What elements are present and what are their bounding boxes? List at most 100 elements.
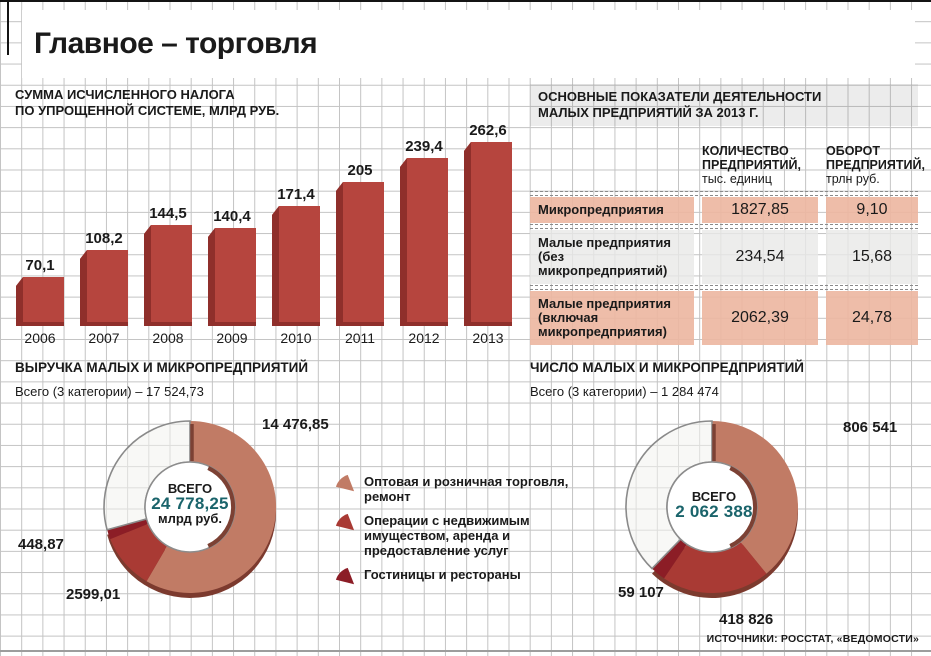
category-legend: Оптовая и розничная торговля, ремонт Опер… [334, 474, 602, 587]
bar-column: 262,6 [464, 122, 512, 326]
count-center-value: 2 062 388 [675, 502, 753, 521]
bar-value-label: 140,4 [213, 208, 251, 225]
bar [272, 206, 320, 326]
table-header-quantity-title: КОЛИЧЕСТВО ПРЕДПРИЯТИЙ, [702, 144, 801, 172]
bar [144, 225, 192, 326]
page-title: Главное – торговля [34, 27, 318, 60]
bar-value-label: 205 [347, 162, 373, 179]
bar [208, 228, 256, 326]
legend-wedge-icon [335, 513, 355, 531]
bar-column: 205 [336, 162, 384, 326]
table-header-quantity: КОЛИЧЕСТВО ПРЕДПРИЯТИЙ, тыс. единиц [702, 144, 818, 186]
top-rule [0, 0, 931, 2]
revenue-chart-subtitle: Всего (3 категории) – 17 524,73 [15, 384, 204, 399]
donut-inner-shade [729, 466, 758, 548]
row-value: 9,10 [826, 197, 918, 223]
bar-year-label: 2008 [152, 330, 184, 346]
donut-inner-shade [207, 466, 236, 548]
row-value: 2062,39 [702, 291, 818, 345]
bar-column: 108,2 [80, 230, 128, 326]
indicators-table-rows: Микропредприятия 1827,85 9,10 Малые предпри… [530, 191, 918, 345]
revenue-slice-label-trade: 14 476,85 [262, 416, 329, 433]
table-title-line2: МАЛЫХ ПРЕДПРИЯТИЙ ЗА 2013 Г. [538, 105, 759, 120]
legend-item: Гостиницы и рестораны [334, 567, 602, 587]
bar-year-label: 2011 [344, 330, 376, 346]
revenue-center-label: ВСЕГО [167, 481, 213, 496]
bar [80, 250, 128, 326]
count-chart-title: ЧИСЛО МАЛЫХ И МИКРОПРЕДПРИЯТИЙ [530, 360, 804, 375]
tax-bar-chart-bars: 70,1 108,2 144,5 140,4 171,4 205 239,4 262,6 [16, 118, 512, 326]
bar-column: 144,5 [144, 205, 192, 326]
count-slice-label-trade: 806 541 [843, 419, 898, 436]
bar-value-label: 171,4 [277, 186, 315, 203]
donut-slice [146, 420, 277, 593]
donut-slice [652, 539, 687, 579]
table-title-line1: ОСНОВНЫЕ ПОКАЗАТЕЛИ ДЕЯТЕЛЬНОСТИ [538, 89, 822, 104]
bar-value-label: 70,1 [25, 257, 55, 274]
tax-bar-chart-years: 2006 2007 2008 2009 2010 2011 2012 2013 [16, 330, 512, 346]
bar-value-label: 108,2 [85, 230, 123, 247]
table-title: ОСНОВНЫЕ ПОКАЗАТЕЛИ ДЕЯТЕЛЬНОСТИ МАЛЫХ П… [530, 84, 918, 126]
table-row: Микропредприятия 1827,85 9,10 [530, 197, 918, 223]
row-value: 234,54 [702, 230, 818, 284]
revenue-chart-title: ВЫРУЧКА МАЛЫХ И МИКРОПРЕДПРИЯТИЙ [15, 360, 309, 375]
row-value: 15,68 [826, 230, 918, 284]
table-header-turnover-title: ОБОРОТ ПРЕДПРИЯТИЙ, [826, 144, 925, 172]
revenue-donut-svg [103, 420, 277, 598]
legend-label: Гостиницы и рестораны [364, 567, 521, 582]
indicators-table: КОЛИЧЕСТВО ПРЕДПРИЯТИЙ, тыс. единиц ОБОР… [530, 144, 925, 345]
count-donut-svg [625, 420, 799, 598]
source-note: ИСТОЧНИКИ: РОССТАТ, «ВЕДОМОСТИ» [706, 633, 919, 645]
bar-column: 171,4 [272, 186, 320, 326]
bar-year-label: 2012 [408, 330, 440, 346]
legend-wedge-icon [335, 474, 355, 492]
legend-label: Оптовая и розничная торговля, ремонт [364, 474, 569, 504]
bottom-rule [0, 650, 931, 652]
bar-year-label: 2007 [88, 330, 120, 346]
table-header-spacer [530, 144, 694, 186]
title-box: Главное – торговля [22, 10, 915, 78]
table-row: Малые предприятия (без микропредприятий)… [530, 230, 918, 284]
revenue-slice-label-hotels: 448,87 [18, 536, 64, 553]
table-header-quantity-unit: тыс. единиц [702, 172, 772, 186]
revenue-center-unit: млрд руб. [158, 511, 222, 526]
revenue-center-value: 24 778,25 [151, 494, 229, 513]
row-value: 24,78 [826, 291, 918, 345]
row-label: Малые предприятия (включая микропредприя… [530, 291, 694, 345]
bar-value-label: 144,5 [149, 205, 187, 222]
table-header-turnover: ОБОРОТ ПРЕДПРИЯТИЙ, трлн руб. [826, 144, 925, 186]
bar-column: 140,4 [208, 208, 256, 326]
row-value: 1827,85 [702, 197, 818, 223]
bar-year-label: 2006 [24, 330, 56, 346]
table-row: Малые предприятия (включая микропредприя… [530, 291, 918, 345]
table-separator [530, 224, 918, 229]
count-center-label: ВСЕГО [691, 489, 737, 504]
bar-chart-title-line1: СУММА ИСЧИСЛЕННОГО НАЛОГА [15, 87, 235, 102]
table-header-turnover-unit: трлн руб. [826, 172, 880, 186]
count-chart-subtitle: Всего (3 категории) – 1 284 474 [530, 384, 719, 399]
bar-chart-title: СУММА ИСЧИСЛЕННОГО НАЛОГА ПО УПРОЩЕННОЙ … [15, 87, 279, 119]
donut-slice [110, 523, 168, 582]
count-slice-label-realestate: 418 826 [719, 611, 774, 628]
bar-year-label: 2010 [280, 330, 312, 346]
bar [16, 277, 64, 326]
table-header: КОЛИЧЕСТВО ПРЕДПРИЯТИЙ, тыс. единиц ОБОР… [530, 144, 925, 186]
bar [400, 158, 448, 326]
row-label: Микропредприятия [530, 197, 694, 223]
bar-value-label: 262,6 [469, 122, 507, 139]
revenue-donut-center: ВСЕГО 24 778,25 млрд руб. [130, 481, 250, 526]
legend-item: Оптовая и розничная торговля, ремонт [334, 474, 602, 504]
bar-year-label: 2013 [472, 330, 504, 346]
legend-label: Операции с недвижимым имуществом, аренда… [364, 513, 530, 558]
count-donut-center: ВСЕГО 2 062 388 [654, 489, 774, 521]
donut-slice [107, 518, 149, 540]
row-label: Малые предприятия (без микропредприятий) [530, 230, 694, 284]
bar-year-label: 2009 [216, 330, 248, 346]
bar-column: 70,1 [16, 257, 64, 326]
table-separator [530, 285, 918, 290]
count-slice-label-hotels: 59 107 [618, 584, 664, 601]
bar-chart-title-line2: ПО УПРОЩЕННОЙ СИСТЕМЕ, МЛРД РУБ. [15, 103, 280, 118]
legend-wedge-icon [335, 567, 355, 585]
table-separator [530, 191, 918, 196]
